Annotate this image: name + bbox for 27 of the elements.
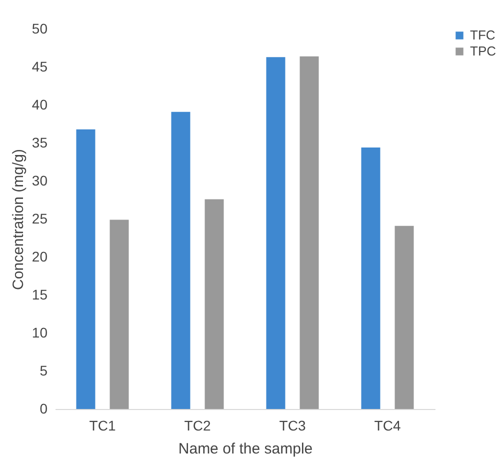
bar [171, 112, 190, 409]
y-tick-label: 25 [32, 210, 48, 226]
y-tick-label: 5 [40, 362, 48, 378]
y-axis-title: Concentration (mg/g) [10, 149, 27, 290]
x-tick-label: TC3 [279, 418, 306, 434]
y-tick-label: 50 [32, 20, 48, 36]
bar [300, 56, 319, 409]
bar [110, 220, 129, 409]
x-tick-label: TC1 [89, 418, 116, 434]
x-tick-label: TC4 [374, 418, 401, 434]
bar [361, 148, 380, 409]
bar [266, 57, 286, 409]
y-tick-label: 0 [40, 400, 48, 416]
y-tick-label: 15 [32, 286, 48, 302]
y-tick-label: 30 [32, 172, 48, 188]
legend-label: TFC [470, 28, 496, 42]
y-tick-label: 40 [32, 96, 48, 112]
y-tick-label: 35 [32, 134, 48, 150]
x-tick-label: TC2 [184, 418, 211, 434]
y-tick-label: 10 [32, 324, 48, 340]
legend-label: TPC [470, 44, 496, 58]
y-tick-label: 20 [32, 248, 48, 264]
bar [76, 129, 96, 409]
bar [204, 199, 224, 409]
y-tick-label: 45 [32, 58, 48, 74]
x-axis-title: Name of the sample [178, 440, 313, 458]
bar [394, 226, 414, 409]
